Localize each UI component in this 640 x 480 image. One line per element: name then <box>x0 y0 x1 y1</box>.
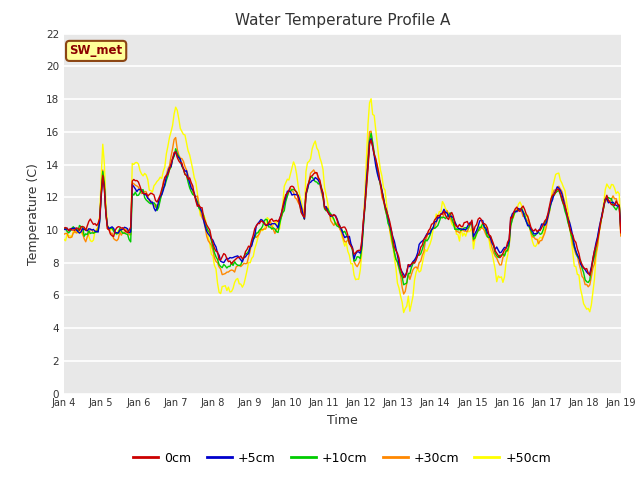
X-axis label: Time: Time <box>327 414 358 427</box>
Legend: 0cm, +5cm, +10cm, +30cm, +50cm: 0cm, +5cm, +10cm, +30cm, +50cm <box>129 447 556 469</box>
Title: Water Temperature Profile A: Water Temperature Profile A <box>235 13 450 28</box>
Y-axis label: Temperature (C): Temperature (C) <box>28 163 40 264</box>
Text: SW_met: SW_met <box>70 44 123 58</box>
